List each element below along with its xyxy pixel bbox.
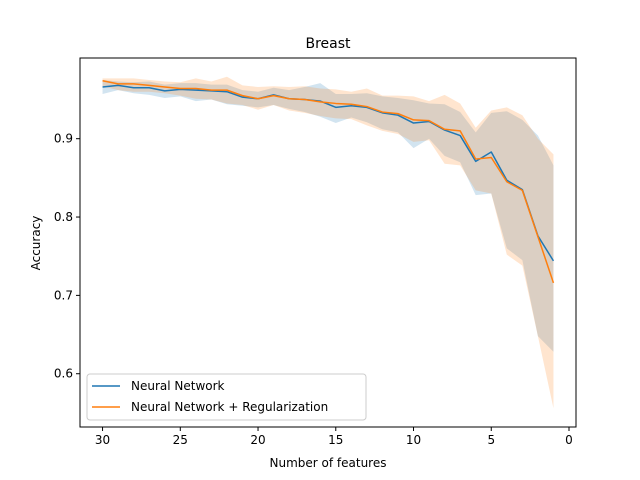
y-tick-label: 0.6 — [54, 367, 73, 381]
x-tick-label: 5 — [487, 433, 495, 447]
legend: Neural Network Neural Network + Regulariz… — [86, 373, 367, 421]
legend-label: Neural Network — [131, 379, 225, 393]
series-line-2 — [102, 79, 555, 284]
x-axis-label: Number of features — [270, 456, 387, 470]
legend-label: Neural Network + Regularization — [131, 400, 328, 414]
x-tick-label: 30 — [95, 433, 110, 447]
plot-frame — [79, 57, 577, 428]
x-tick-label: 15 — [328, 433, 343, 447]
y-tick-label: 0.7 — [54, 288, 73, 302]
x-tick-label: 25 — [173, 433, 188, 447]
legend-box — [86, 373, 367, 421]
y-axis-label: Accuracy — [29, 216, 43, 271]
y-tick-label: 0.9 — [54, 132, 73, 146]
x-tick-label: 10 — [406, 433, 421, 447]
confidence-band-series-2 — [102, 76, 554, 409]
series-line-1 — [102, 84, 555, 262]
x-tick-label: 20 — [250, 433, 265, 447]
confidence-band-series-1 — [102, 79, 554, 352]
chart-title: Breast — [305, 36, 351, 52]
y-tick-label: 0.8 — [54, 210, 73, 224]
x-tick-label: 0 — [565, 433, 573, 447]
